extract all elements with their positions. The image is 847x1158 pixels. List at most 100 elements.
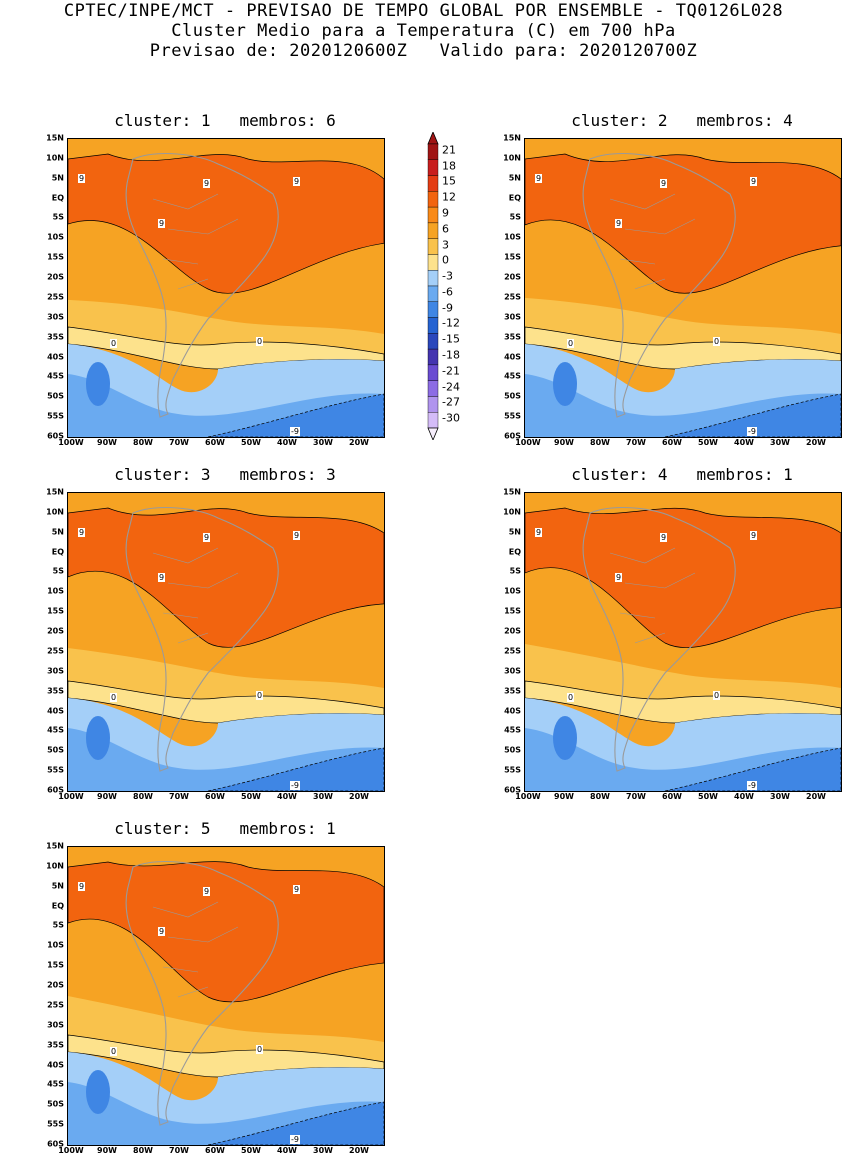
longitude-tick-label: 80W [133,1146,153,1155]
latitude-tick-label: 15S [47,960,64,970]
colorbar-swatch [427,238,439,255]
longitude-tick-label: 40W [277,792,297,801]
latitude-tick-label: 10N [503,507,521,517]
latitude-tick-label: 25S [504,292,521,302]
contour-label: -9 [747,781,757,790]
contour-label: 9 [660,179,668,188]
temperature-map-panel: 9 9 9 9 0 0 -9 [67,846,385,1146]
colorbar-arrow-bottom [427,427,439,440]
contour-label: 9 [78,528,86,537]
latitude-tick-label: EQ [508,547,521,557]
latitude-tick-label: 30S [47,312,64,322]
contour-minus9 [207,1101,384,1145]
colorbar-swatch [427,301,439,318]
contour-region-9-12 [68,507,384,648]
colorbar-label: -18 [442,348,460,362]
panel-title: cluster: 1 membros: 6 [114,111,336,130]
latitude-tick-label: 60S [504,431,521,441]
colorbar-label: 15 [442,174,456,188]
contour-label: 9 [615,219,623,228]
latitude-tick-label: 55S [47,765,64,775]
colorbar-swatch [427,380,439,397]
longitude-tick-label: 80W [133,438,153,447]
contour-label: 0 [713,337,721,346]
contour-label: 0 [256,1045,264,1054]
latitude-tick-label: 45S [47,725,64,735]
contour-0 [525,326,841,370]
colorbar [427,132,439,440]
contour-label: 0 [256,337,264,346]
latitude-tick-label: 10N [503,153,521,163]
contour-label: 9 [203,887,211,896]
country-borders [152,901,239,998]
colorbar-swatch [427,348,439,366]
colorbar-label: -15 [442,332,460,346]
colorbar-swatch [427,285,439,302]
colorbar-swatch [427,412,439,429]
latitude-tick-label: 25S [47,1000,64,1010]
latitude-tick-label: 60S [47,785,64,795]
temperature-map-panel: 9 9 9 9 0 0 -9 [524,492,842,792]
longitude-tick-label: 40W [277,1146,297,1155]
country-borders [152,193,239,290]
contour-minus9 [664,747,841,791]
longitude-tick-label: 20W [349,792,369,801]
longitude-tick-label: 100W [58,792,84,801]
contour-label: 9 [203,533,211,542]
longitude-tick-label: 90W [97,1146,117,1155]
latitude-tick-label: 20S [47,980,64,990]
colorbar-label: -27 [442,395,460,409]
longitude-axis: 100W 90W 80W 70W 60W 50W 40W 30W 20W [58,792,383,804]
latitude-axis: 15N 10N 5N EQ 5S 10S 15S 20S 25S 30S 35S 40S 45S 50S 5… [31,488,67,795]
latitude-tick-label: 60S [47,431,64,441]
colorbar-label: -30 [442,411,460,425]
contour-label: 9 [158,927,166,936]
colorbar-swatch [427,222,439,239]
latitude-tick-label: 60S [47,1139,64,1149]
latitude-tick-label: 20S [47,272,64,282]
contour-minus9 [664,393,841,437]
contour-label: 9 [203,179,211,188]
colorbar-label: -3 [442,269,453,283]
latitude-tick-label: 40S [47,352,64,362]
colorbar-label: -24 [442,380,460,394]
contour-0 [68,1034,384,1078]
longitude-tick-label: 50W [241,1146,261,1155]
latitude-tick-label: 15N [503,133,521,143]
longitude-tick-label: 20W [806,792,826,801]
latitude-tick-label: 50S [47,745,64,755]
latitude-tick-label: 60S [504,785,521,795]
latitude-axis: 15N 10N 5N EQ 5S 10S 15S 20S 25S 30S 35S 40S 45S 50S 5… [31,134,67,441]
longitude-tick-label: 20W [349,1146,369,1155]
colorbar-swatch [427,333,439,350]
latitude-tick-label: 5S [509,212,521,222]
latitude-tick-label: 10N [46,861,64,871]
country-borders [152,547,239,644]
latitude-tick-label: 55S [504,765,521,775]
longitude-tick-label: 100W [515,438,541,447]
latitude-tick-label: 55S [47,411,64,421]
colorbar-swatch [427,206,439,224]
latitude-tick-label: 40S [504,352,521,362]
latitude-axis: 15N 10N 5N EQ 5S 10S 15S 20S 25S 30S 35S 40S 45S 50S 5… [488,134,524,441]
contour-label: 0 [713,691,721,700]
longitude-tick-label: 30W [313,792,333,801]
continent-outline [582,153,736,418]
country-borders [609,193,696,290]
longitude-tick-label: 70W [169,792,189,801]
latitude-tick-label: 5S [509,566,521,576]
longitude-tick-label: 100W [58,438,84,447]
latitude-tick-label: 10S [504,232,521,242]
longitude-tick-label: 60W [205,792,225,801]
panel-title: cluster: 3 membros: 3 [114,465,336,484]
latitude-tick-label: 40S [47,706,64,716]
colorbar-label: 6 [442,222,449,236]
continent-outline [125,153,279,418]
latitude-tick-label: 45S [504,371,521,381]
latitude-tick-label: 10N [46,153,64,163]
contour-label: -9 [747,427,757,436]
longitude-tick-label: 90W [554,792,574,801]
latitude-tick-label: 5N [51,881,64,891]
colorbar-label: -6 [442,285,453,299]
latitude-tick-label: 5N [508,527,521,537]
